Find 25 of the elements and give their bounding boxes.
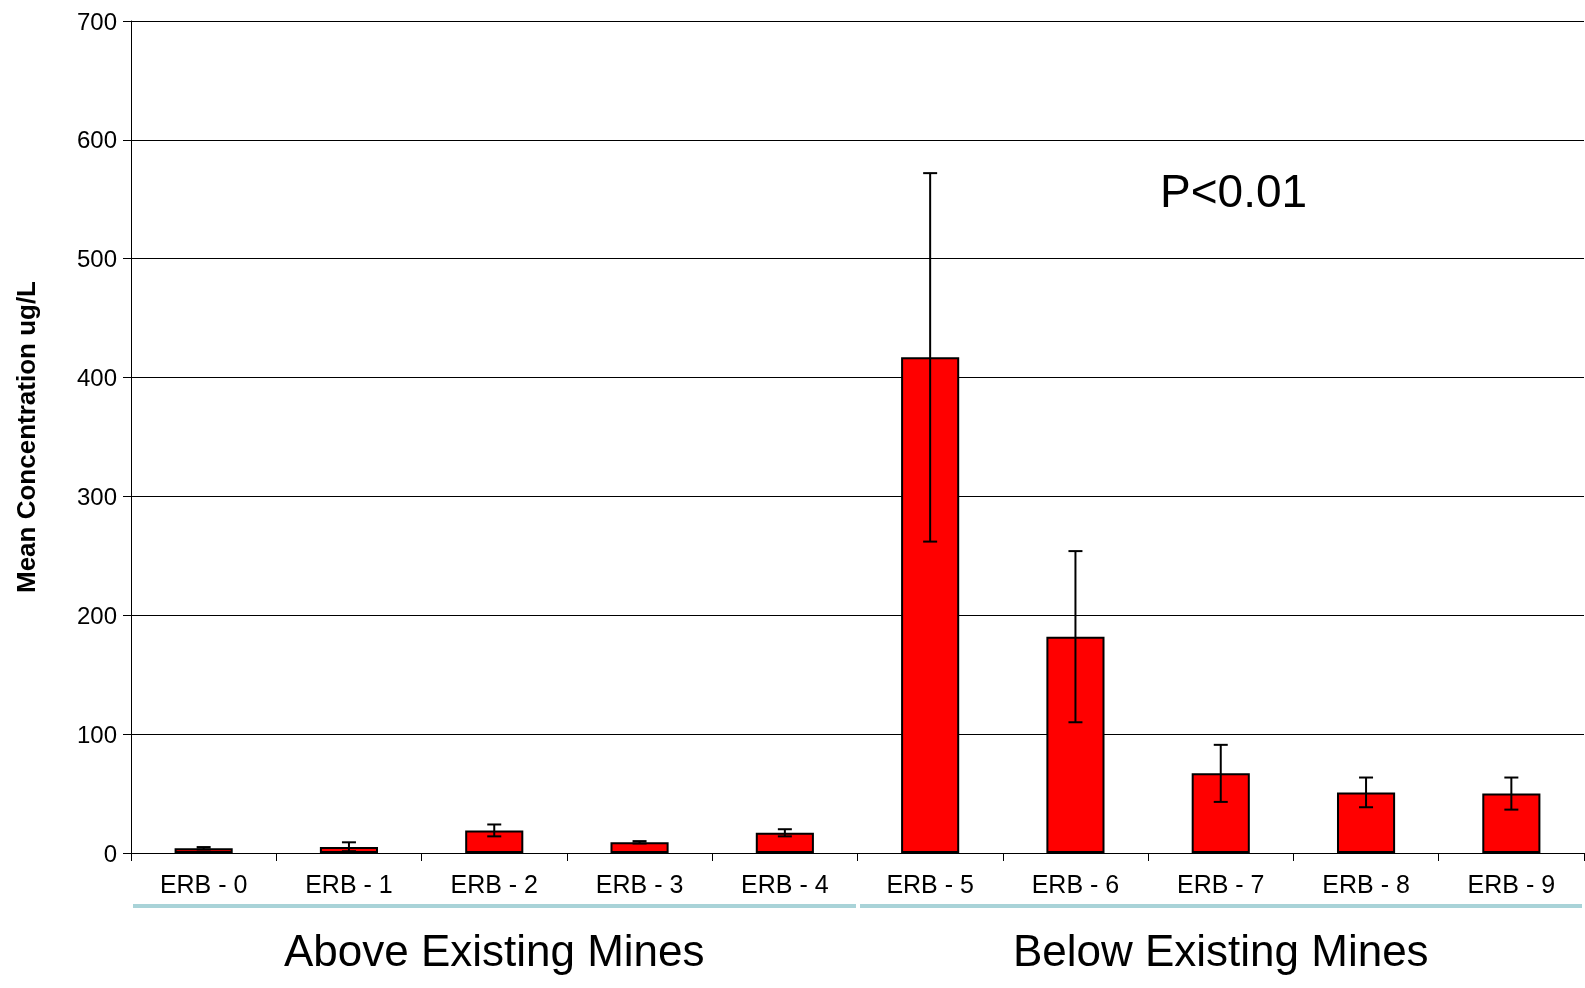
bar (610, 842, 669, 853)
x-tick-label: ERB - 2 (450, 869, 539, 898)
x-tick-label: ERB - 3 (595, 869, 684, 898)
y-tick-label: 700 (76, 7, 117, 35)
y-tick-label: 0 (103, 839, 117, 867)
x-tick-label: ERB - 5 (886, 869, 974, 898)
y-tick-label: 300 (76, 482, 117, 510)
y-tick-label: 200 (76, 601, 117, 629)
x-tick-label: ERB - 4 (741, 869, 829, 898)
x-tick-label: ERB - 1 (305, 869, 393, 898)
y-tick-label: 600 (76, 126, 117, 154)
y-tick-label: 400 (76, 364, 117, 392)
text: Above Existing Mines (283, 925, 705, 975)
y-tick-label: 500 (76, 245, 117, 273)
bar (755, 832, 814, 853)
bar (174, 848, 233, 853)
x-tick-label: ERB - 0 (159, 869, 248, 898)
y-axis-title: Mean Concentration ug/L (11, 280, 41, 593)
x-tick-label: ERB - 6 (1031, 869, 1120, 898)
x-tick-label: ERB - 7 (1176, 869, 1265, 898)
text: Below Existing Mines (1012, 925, 1429, 975)
y-tick-label: 100 (76, 720, 117, 748)
x-tick-label: ERB - 9 (1467, 869, 1556, 898)
x-tick-label: ERB - 8 (1322, 869, 1410, 898)
annotation: P<0.01 (1160, 165, 1308, 217)
